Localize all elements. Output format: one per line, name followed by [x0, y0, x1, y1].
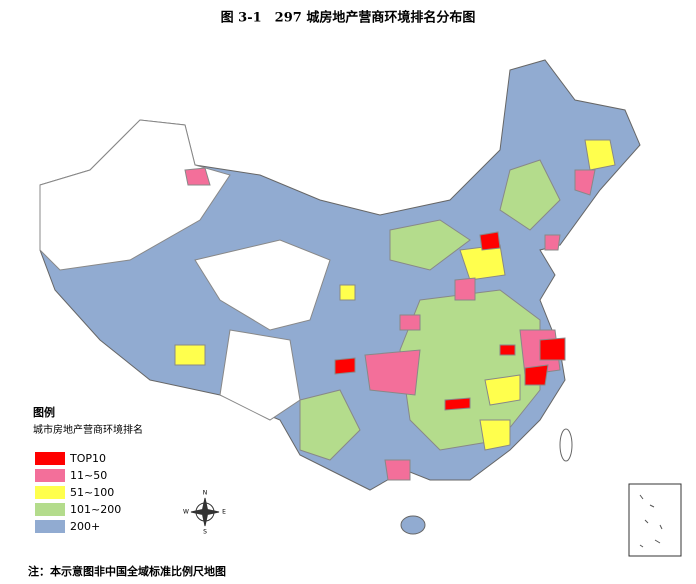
unranked-region [39, 119, 231, 271]
island-hainan [400, 515, 426, 535]
unranked-region [219, 329, 301, 421]
region-top10 [444, 397, 471, 411]
region-top10 [539, 337, 566, 361]
compass-s: S [203, 529, 207, 536]
region-51-100 [484, 374, 521, 406]
region-101-200 [299, 389, 361, 461]
legend-label: 200+ [70, 520, 100, 533]
legend: TOP10 11~50 51~100 101~200 200+ [35, 452, 121, 533]
footnote: 注：本示意图非中国全域标准比例尺地图 [28, 564, 226, 578]
region-11-50 [574, 169, 596, 196]
region-11-50 [454, 277, 476, 301]
region-top10 [479, 231, 501, 251]
region-11-50 [364, 349, 421, 396]
region-51-100 [479, 419, 511, 451]
region-top10 [499, 344, 516, 356]
legend-swatch [35, 486, 65, 499]
region-51-100 [339, 284, 356, 301]
legend-swatch [35, 469, 65, 482]
region-top10 [334, 357, 356, 375]
region-top10 [524, 364, 549, 386]
legend-swatch [35, 503, 65, 516]
inset-map [628, 483, 682, 557]
map [39, 59, 641, 535]
compass-n: N [203, 490, 208, 497]
legend-label: TOP10 [69, 452, 106, 465]
compass [190, 497, 220, 527]
compass-w: W [183, 509, 189, 516]
island-taiwan [559, 428, 573, 462]
region-51-100 [584, 139, 616, 171]
region-11-50 [544, 234, 561, 251]
unranked-region [194, 239, 331, 331]
region-51-100 [174, 344, 206, 366]
region-101-200 [499, 159, 561, 231]
title: 图 3-1 297 城房地产营商环境排名分布图 [221, 10, 476, 26]
legend-swatch [35, 452, 65, 465]
legend-label: 101~200 [70, 503, 121, 516]
legend-swatch [35, 520, 65, 533]
legend-label: 11~50 [70, 469, 107, 482]
region-11-50 [384, 459, 411, 481]
region-11-50 [399, 314, 421, 331]
legend-label: 51~100 [70, 486, 114, 499]
region-11-50 [184, 167, 211, 186]
region-101-200 [389, 219, 471, 271]
compass-e: E [222, 509, 226, 516]
legend-subtitle: 城市房地产营商环境排名 [33, 423, 143, 436]
legend-title: 图例 [33, 405, 55, 419]
